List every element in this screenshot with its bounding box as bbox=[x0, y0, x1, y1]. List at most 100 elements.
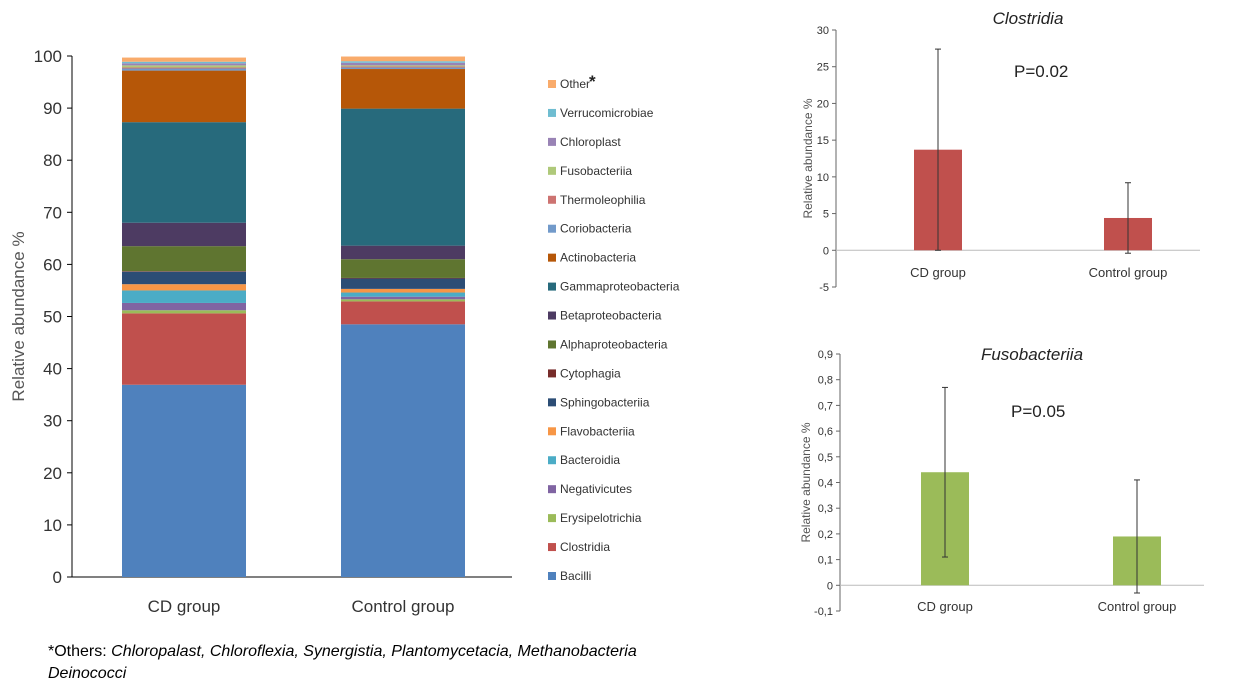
bar-segment-other bbox=[341, 56, 465, 62]
bar-segment-fusobacteriia bbox=[341, 65, 465, 67]
bar-segment-sphingobacteriia bbox=[122, 271, 246, 285]
legend-swatch bbox=[548, 572, 556, 580]
bar-segment-gammaproteobacteria bbox=[341, 108, 465, 246]
bar-segment-erysipelotrichia bbox=[341, 299, 465, 302]
legend-label: Cytophagia bbox=[560, 366, 621, 380]
legend-label: Verrucomicrobiae bbox=[560, 106, 654, 120]
y-tick-label: 0 bbox=[53, 568, 62, 587]
bar-segment-clostridia bbox=[122, 313, 246, 385]
bar-segment-gammaproteobacteria bbox=[122, 122, 246, 223]
legend-label: Coriobacteria bbox=[560, 222, 632, 236]
bar-segment-verrucomicrobiae bbox=[122, 61, 246, 64]
chart-title: Fusobacteriia bbox=[981, 345, 1083, 364]
y-tick-label: 10 bbox=[817, 172, 829, 184]
bar-segment-chloroplast bbox=[341, 62, 465, 66]
legend-swatch bbox=[548, 543, 556, 552]
legend-swatch bbox=[548, 108, 556, 117]
legend-swatch bbox=[548, 80, 556, 88]
y-tick-label: -5 bbox=[819, 282, 829, 294]
category-label: CD group bbox=[910, 265, 966, 280]
bar-segment-bacteroidia bbox=[341, 292, 465, 297]
legend-swatch bbox=[548, 195, 556, 204]
bar-segment-flavobacteriia bbox=[341, 288, 465, 293]
legend-swatch bbox=[548, 369, 556, 378]
legend-swatch bbox=[548, 137, 556, 146]
clostridia-chart: Clostridia -5 0 5 10 15 20 25 30 Relative abundan… bbox=[801, 9, 1200, 294]
y-tick-label: 0,3 bbox=[818, 503, 833, 515]
legend-label: Alphaproteobacteria bbox=[560, 337, 668, 351]
bar-segment-erysipelotrichia bbox=[122, 310, 246, 314]
legend-label: Fusobacteriia bbox=[560, 164, 632, 178]
category-label: Control group bbox=[351, 597, 454, 616]
bar-segment-betaproteobacteria bbox=[341, 245, 465, 260]
y-tick-label: 0,7 bbox=[818, 400, 833, 412]
category-label: Control group bbox=[1089, 265, 1168, 280]
p-value-annotation: P=0.05 bbox=[1011, 402, 1065, 421]
category-label: CD group bbox=[148, 597, 221, 616]
stacked-bar-chart: 0 10 20 30 40 50 60 70 80 90 100 Relative abundance… bbox=[9, 47, 680, 616]
legend-swatch bbox=[548, 427, 556, 436]
y-tick-label: 40 bbox=[43, 360, 62, 379]
y-tick-label: 100 bbox=[34, 47, 62, 66]
p-value-annotation: P=0.02 bbox=[1014, 62, 1068, 81]
legend-swatch bbox=[548, 514, 556, 523]
bar-segment-thermoleophilia bbox=[122, 67, 246, 69]
y-axis-title: Relative abundance % bbox=[801, 98, 815, 218]
y-tick-label: 0,4 bbox=[818, 478, 833, 490]
legend-label: Other bbox=[560, 77, 590, 91]
y-tick-label: 0,5 bbox=[818, 452, 833, 464]
legend-label: Gammaproteobacteria bbox=[560, 280, 680, 294]
bar-segment-bacilli bbox=[341, 324, 465, 577]
footnote-list: Chloropalast, Chloroflexia, Synergistia,… bbox=[111, 643, 637, 660]
bar-segment-bacteroidia bbox=[122, 290, 246, 303]
chart-title: Clostridia bbox=[993, 9, 1064, 28]
legend-swatch bbox=[548, 311, 556, 320]
legend-swatch bbox=[548, 398, 556, 407]
y-tick-label: 20 bbox=[817, 98, 829, 110]
y-tick-label: 0 bbox=[827, 580, 833, 592]
y-tick-label: 90 bbox=[43, 99, 62, 118]
legend-swatch bbox=[548, 485, 556, 494]
y-tick-label: 25 bbox=[817, 62, 829, 74]
bar-segment-chloroplast bbox=[122, 63, 246, 66]
y-tick-label: 0,2 bbox=[818, 529, 833, 541]
legend-label: Actinobacteria bbox=[560, 251, 636, 265]
bar-segment-sphingobacteriia bbox=[341, 278, 465, 289]
footnote-star: * bbox=[48, 643, 55, 660]
bar-segment-alphaproteobacteria bbox=[122, 246, 246, 272]
legend-label: Thermoleophilia bbox=[560, 193, 646, 207]
main-labels: 0 10 20 30 40 50 60 70 80 90 100 Relative abundance… bbox=[9, 47, 455, 616]
bar-segment-thermoleophilia bbox=[341, 66, 465, 68]
y-axis-title: Relative abundance % bbox=[799, 422, 813, 542]
y-tick-label: 70 bbox=[43, 203, 62, 222]
bar-segment-flavobacteriia bbox=[122, 284, 246, 291]
y-tick-label: 15 bbox=[817, 135, 829, 147]
footnote-line-2: Deinococci bbox=[48, 663, 637, 685]
bar-segment-negativicutes bbox=[341, 296, 465, 300]
bar-segment-alphaproteobacteria bbox=[341, 259, 465, 278]
legend-swatch bbox=[548, 456, 556, 465]
footnote-list-cont: Deinococci bbox=[48, 665, 127, 682]
y-tick-label: 0,6 bbox=[818, 426, 833, 438]
bar-segment-actinobacteria bbox=[122, 70, 246, 123]
y-tick-label: 0,1 bbox=[818, 555, 833, 567]
legend-label: Chloroplast bbox=[560, 135, 621, 149]
y-tick-label: 0,9 bbox=[818, 349, 833, 361]
y-tick-label: 80 bbox=[43, 151, 62, 170]
legend-label: Negativicutes bbox=[560, 482, 632, 496]
legend-swatch bbox=[548, 224, 556, 233]
y-axis-title: Relative abundance % bbox=[9, 231, 28, 401]
legend-label: Betaproteobacteria bbox=[560, 309, 662, 323]
legend-swatch bbox=[548, 282, 556, 291]
legend-swatch bbox=[548, 253, 556, 262]
fusobacteriia-chart: Fusobacteriia -0,1 0 0,1 0,2 0,3 0,4 0,5 0,6 0,7 0… bbox=[799, 345, 1204, 618]
legend-label: Erysipelotrichia bbox=[560, 511, 642, 525]
legend-label: Sphingobacteriia bbox=[560, 395, 650, 409]
footnote-prefix: Others: bbox=[54, 643, 112, 660]
bar-segment-clostridia bbox=[341, 301, 465, 325]
category-label: CD group bbox=[917, 599, 973, 614]
y-tick-label: 5 bbox=[823, 209, 829, 221]
bar-segment-coriobacteria bbox=[341, 67, 465, 70]
bar-segment-cytophagia bbox=[122, 271, 246, 272]
bar-segment-negativicutes bbox=[122, 302, 246, 311]
